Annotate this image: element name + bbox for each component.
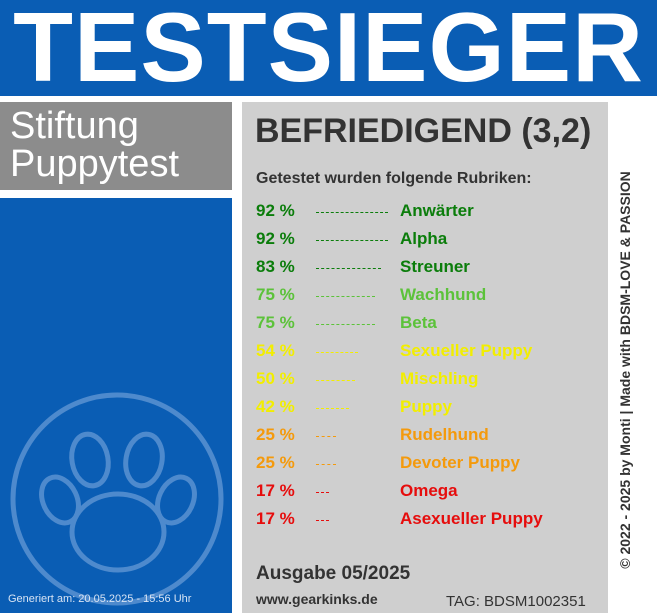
rubric-percent: 75 % (256, 285, 295, 304)
banner-title: TESTSIEGER (13, 0, 644, 102)
rubric-percent: 25 % (256, 453, 295, 472)
rubric-leader-line (316, 464, 336, 465)
rubric-percent: 92 % (256, 201, 295, 220)
verdict-grade: BEFRIEDIGEND (3,2) (255, 112, 592, 150)
rubric-row: 50 % Mischling (0, 369, 657, 393)
rubric-percent: 83 % (256, 257, 295, 276)
rubric-percent: 42 % (256, 397, 295, 416)
brand-line-1: Stiftung (10, 105, 139, 147)
rubric-leader-line (316, 212, 388, 213)
rubric-row: 25 % Devoter Puppy (0, 453, 657, 477)
rubric-percent: 75 % (256, 313, 295, 332)
rubric-label: Asexueller Puppy (400, 509, 543, 528)
rubric-label: Mischling (400, 369, 479, 388)
rubric-row: 75 % Wachhund (0, 285, 657, 309)
seal-blue-panel (0, 198, 232, 613)
rubric-percent: 25 % (256, 425, 295, 444)
rubric-label: Rudelhund (400, 425, 489, 444)
generated-timestamp: Generiert am: 20.05.2025 - 15:56 Uhr (8, 593, 192, 605)
rubric-percent: 50 % (256, 369, 295, 388)
rubric-label: Streuner (400, 257, 470, 276)
rubric-leader-line (316, 324, 375, 325)
rubric-percent: 54 % (256, 341, 295, 360)
rubric-row: 92 % Anwärter (0, 201, 657, 225)
website-link[interactable]: www.gearkinks.de (256, 591, 378, 607)
rubric-label: Wachhund (400, 285, 487, 304)
paw-print-icon (10, 392, 224, 606)
copyright-text: © 2022 - 2025 by Monti | Made with BDSM-… (617, 171, 633, 569)
rubric-label: Puppy (400, 397, 452, 416)
rubric-row: 17 % Omega (0, 481, 657, 505)
rubric-leader-line (316, 296, 375, 297)
rubric-leader-line (316, 268, 381, 269)
rubric-label: Beta (400, 313, 437, 332)
rubric-leader-line (316, 380, 355, 381)
rubric-percent: 17 % (256, 509, 295, 528)
rubric-percent: 17 % (256, 481, 295, 500)
rubric-percent: 92 % (256, 229, 295, 248)
issue-label: Ausgabe 05/2025 (256, 563, 411, 584)
rubric-row: 54 % Sexueller Puppy (0, 341, 657, 365)
rubric-label: Alpha (400, 229, 448, 248)
testsieger-banner: TESTSIEGER (0, 0, 657, 100)
rubric-label: Devoter Puppy (400, 453, 520, 472)
rubric-leader-line (316, 408, 349, 409)
tag-id: TAG: BDSM1002351 (446, 593, 586, 610)
brand-box: Stiftung Puppytest (0, 102, 232, 190)
rubric-row: 17 % Asexueller Puppy (0, 509, 657, 533)
rubric-leader-line (316, 492, 329, 493)
copyright-vertical: © 2022 - 2025 by Monti | Made with BDSM-… (613, 130, 637, 610)
rubric-leader-line (316, 520, 329, 521)
results-panel (242, 102, 608, 613)
rubric-row: 75 % Beta (0, 313, 657, 337)
rubric-row: 25 % Rudelhund (0, 425, 657, 449)
rubric-leader-line (316, 240, 388, 241)
rubric-row: 92 % Alpha (0, 229, 657, 253)
rubrics-subtitle: Getestet wurden folgende Rubriken: (256, 170, 532, 187)
rubric-label: Omega (400, 481, 458, 500)
rubric-label: Sexueller Puppy (400, 341, 533, 360)
rubric-label: Anwärter (400, 201, 474, 220)
rubric-row: 83 % Streuner (0, 257, 657, 281)
brand-line-2: Puppytest (10, 143, 179, 185)
rubric-leader-line (316, 352, 358, 353)
rubric-leader-line (316, 436, 336, 437)
rubric-row: 42 % Puppy (0, 397, 657, 421)
